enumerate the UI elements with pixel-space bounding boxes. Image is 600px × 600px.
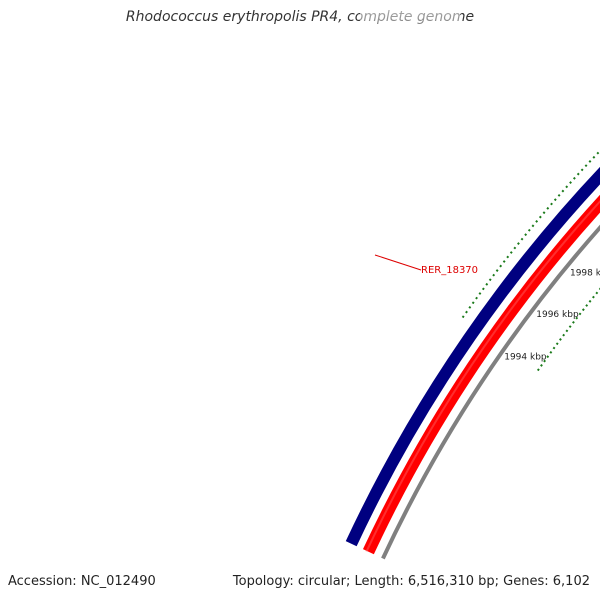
inner-scale-tick bbox=[506, 255, 510, 259]
inner-scale-tick bbox=[485, 282, 489, 286]
inner-scale-tick bbox=[475, 296, 478, 300]
outer-scale-tick bbox=[595, 291, 599, 295]
inner-scale-tick bbox=[572, 176, 576, 180]
inner-scale-tick bbox=[576, 172, 580, 176]
inner-scale-tick bbox=[546, 206, 550, 210]
inner-scale-tick bbox=[461, 315, 465, 319]
scale-label-1998: 1998 kbp bbox=[570, 269, 600, 279]
outer-scale-tick bbox=[585, 304, 589, 307]
inner-scale-tick bbox=[588, 160, 592, 163]
inner-scale-tick bbox=[524, 233, 528, 237]
inner-scale-tick bbox=[531, 224, 535, 228]
outer-scale-tick bbox=[565, 329, 569, 333]
inner-scale-tick bbox=[569, 181, 572, 184]
outer-scale-tick bbox=[559, 338, 562, 341]
inner-scale-tick bbox=[513, 246, 517, 250]
inner-scale-tick bbox=[502, 260, 506, 263]
inner-scale-tick bbox=[557, 193, 561, 197]
inner-scale-tick bbox=[509, 251, 513, 254]
accession-text: Accession: NC_012490 bbox=[8, 574, 156, 589]
outer-scale-tick bbox=[555, 342, 559, 346]
inner-scale-tick bbox=[468, 306, 472, 309]
gene-label-leader-line bbox=[374, 254, 422, 271]
inner-scale-tick bbox=[492, 273, 496, 277]
inner-scale-tick bbox=[535, 220, 539, 223]
genome-backbone bbox=[381, 224, 600, 560]
gene-label-rer-18370[interactable]: RER_18370 bbox=[421, 265, 478, 276]
inner-scale-tick bbox=[527, 228, 531, 232]
outer-scale-tick bbox=[562, 333, 566, 337]
inner-scale-tick bbox=[561, 189, 565, 193]
outer-scale-tick bbox=[543, 359, 546, 363]
inner-scale-tick bbox=[520, 237, 524, 241]
inner-scale-tick bbox=[592, 155, 596, 159]
inner-scale-tick bbox=[481, 287, 485, 291]
inner-scale-tick bbox=[517, 242, 520, 245]
outer-scale-tick bbox=[536, 368, 540, 372]
outer-scale-tick bbox=[578, 312, 582, 316]
inner-scale-tick bbox=[471, 301, 475, 305]
inner-scale-tick bbox=[538, 215, 542, 219]
inner-scale-tick bbox=[550, 202, 553, 206]
inner-scale-tick bbox=[488, 278, 492, 282]
inner-scale-tick bbox=[565, 185, 569, 189]
top-fade-overlay bbox=[360, 0, 460, 50]
inner-scale-tick bbox=[584, 164, 588, 168]
inner-scale-tick bbox=[553, 198, 557, 202]
outer-scale-tick bbox=[546, 355, 550, 359]
scale-label-1996: 1996 kbp bbox=[536, 310, 579, 320]
inner-scale-tick bbox=[596, 151, 600, 155]
outer-scale-tick bbox=[592, 295, 595, 299]
genome-tracks bbox=[345, 0, 600, 560]
forward-strand-highlight bbox=[365, 200, 600, 553]
reverse-strand-track[interactable] bbox=[345, 80, 600, 547]
outer-scale-tick bbox=[572, 320, 575, 324]
outer-scale-tick bbox=[540, 364, 543, 367]
gene-labels: RER_18370 bbox=[374, 254, 478, 276]
outer-scale-tick bbox=[552, 346, 556, 350]
scale-ticks bbox=[461, 151, 600, 372]
inner-scale-tick bbox=[495, 269, 499, 272]
outer-scale-tick bbox=[575, 316, 579, 320]
inner-scale-tick bbox=[542, 211, 546, 215]
outer-scale-tick bbox=[581, 308, 585, 312]
outer-scale-tick bbox=[568, 325, 572, 329]
inner-scale-tick bbox=[478, 292, 482, 295]
forward-strand-track[interactable] bbox=[362, 102, 600, 555]
inner-scale-tick bbox=[499, 264, 503, 268]
outer-scale-tick bbox=[549, 350, 553, 354]
outer-scale-tick bbox=[588, 299, 592, 303]
genome-summary-text: Topology: circular; Length: 6,516,310 bp… bbox=[232, 574, 590, 589]
inner-scale-tick bbox=[580, 168, 584, 172]
inner-scale-tick bbox=[465, 310, 468, 314]
scale-label-1994: 1994 kbp bbox=[504, 353, 547, 363]
